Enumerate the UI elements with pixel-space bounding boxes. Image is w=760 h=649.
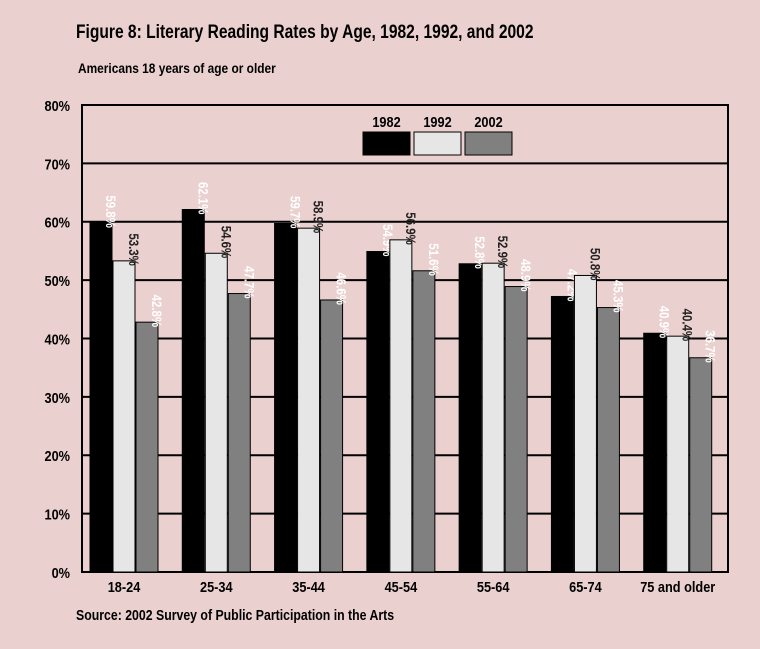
x-tick-label: 75 and older (640, 578, 716, 595)
bar-1982-25-34 (181, 208, 205, 573)
legend-swatch-1992 (413, 131, 462, 156)
bar-2002-75 and older (689, 357, 713, 573)
bar-value-label: 58.9% (310, 201, 326, 234)
chart-title: Figure 8: Literary Reading Rates by Age,… (76, 22, 534, 43)
bar-value-label: 40.9% (656, 306, 672, 339)
x-tick-label: 25-34 (200, 578, 233, 595)
bar-1992-45-54 (389, 239, 413, 573)
bar-1992-35-44 (297, 227, 321, 573)
bar-2002-65-74 (596, 307, 620, 573)
bar-value-label: 59.8% (103, 195, 119, 228)
bar-value-label: 48.9% (518, 259, 534, 292)
bar-2002-25-34 (227, 293, 251, 573)
legend-swatch-2002 (464, 131, 513, 156)
bar-1992-75 and older (666, 335, 690, 573)
bar-1992-18-24 (112, 260, 136, 573)
bar-2002-45-54 (412, 270, 436, 573)
bar-2002-35-44 (320, 299, 344, 573)
bar-value-label: 51.6% (426, 243, 442, 276)
y-tick-label: 20% (44, 447, 70, 464)
y-tick-label: 40% (44, 330, 70, 347)
bar-1982-35-44 (274, 223, 298, 573)
bar-value-label: 50.8% (587, 248, 603, 281)
bar-2002-18-24 (135, 321, 159, 573)
bar-1982-55-64 (458, 263, 482, 573)
x-tick-label: 18-24 (108, 578, 141, 595)
bar-value-label: 47.7% (241, 266, 257, 299)
bar-value-label: 54.6% (218, 226, 234, 259)
x-tick-label: 65-74 (569, 578, 602, 595)
y-tick-label: 50% (44, 272, 70, 289)
bar-1982-65-74 (550, 295, 574, 573)
y-tick-label: 60% (44, 214, 70, 231)
bar-1992-65-74 (573, 274, 597, 573)
x-tick-label: 45-54 (385, 578, 418, 595)
bar-2002-55-64 (504, 286, 528, 573)
bar-value-label: 52.9% (495, 236, 511, 269)
bar-value-label: 42.8% (149, 295, 165, 328)
bar-value-label: 56.9% (403, 212, 419, 245)
bar-value-label: 46.6% (333, 272, 349, 305)
legend-label-2002: 2002 (474, 113, 503, 130)
bar-value-label: 45.3% (610, 280, 626, 313)
y-tick-label: 70% (44, 155, 70, 172)
bar-value-label: 52.8% (472, 236, 488, 269)
bar-1982-45-54 (366, 251, 390, 573)
chart-source: Source: 2002 Survey of Public Participat… (76, 607, 395, 624)
bar-value-label: 40.4% (679, 309, 695, 342)
y-tick-label: 0% (52, 564, 70, 581)
x-tick-label: 55-64 (477, 578, 510, 595)
bar-1982-75 and older (643, 332, 667, 573)
chart-subtitle: Americans 18 years of age or older (78, 60, 276, 76)
bar-1992-55-64 (481, 262, 505, 573)
legend-swatch-1982 (362, 131, 411, 156)
y-tick-label: 80% (44, 97, 70, 114)
bar-value-label: 62.1% (195, 182, 211, 215)
bar-value-label: 53.3% (126, 233, 142, 266)
legend-label-1982: 1982 (372, 113, 401, 130)
bar-1992-25-34 (204, 252, 228, 573)
bar-value-label: 59.7% (287, 196, 303, 229)
x-tick-label: 35-44 (292, 578, 325, 595)
bar-1982-18-24 (89, 222, 113, 573)
y-tick-label: 30% (44, 389, 70, 406)
y-tick-label: 10% (44, 506, 70, 523)
bar-value-label: 36.7% (702, 330, 718, 363)
legend-label-1992: 1992 (423, 113, 452, 130)
